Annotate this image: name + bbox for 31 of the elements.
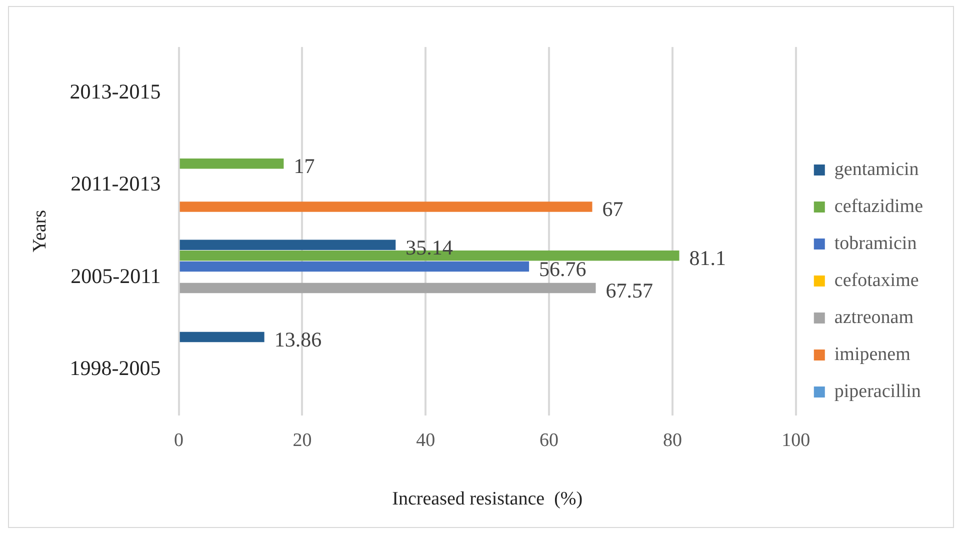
- x-tick-label: 40: [416, 430, 436, 451]
- y-tick-label: 1998-2005: [70, 356, 161, 380]
- data-label: 81.1: [689, 246, 726, 270]
- data-label: 67: [602, 197, 624, 222]
- legend-label: aztreonam: [834, 306, 914, 328]
- data-label: 13.86: [274, 328, 322, 352]
- data-label: 67.57: [606, 278, 654, 303]
- bar: [180, 261, 530, 272]
- legend-label: tobramicin: [834, 232, 918, 254]
- legend-label: gentamicin: [834, 158, 920, 180]
- data-label: 17: [294, 154, 315, 178]
- legend-label: cefotaxime: [834, 270, 919, 291]
- y-tick-label: 2013-2015: [70, 80, 161, 104]
- bar: [180, 282, 596, 294]
- x-tick-label: 100: [782, 430, 810, 451]
- bar: [180, 332, 264, 342]
- bar: [180, 202, 592, 212]
- x-tick-label: 20: [292, 430, 312, 451]
- y-tick-label: 2011-2013: [70, 172, 161, 196]
- legend-label: imipenem: [834, 344, 911, 365]
- legend-label: ceftazidime: [834, 196, 923, 217]
- y-axis-title: Years: [29, 210, 50, 252]
- y-tick-label: 2005-2011: [70, 264, 161, 288]
- x-axis-title: Increased resistance (%): [392, 488, 583, 510]
- bar: [180, 158, 284, 169]
- x-tick-label: 80: [662, 430, 682, 451]
- bar: [180, 240, 396, 250]
- x-tick-label: 60: [540, 430, 559, 451]
- data-label: 56.76: [539, 256, 586, 281]
- legend-label: piperacillin: [834, 380, 922, 402]
- x-tick-label: 0: [174, 430, 184, 451]
